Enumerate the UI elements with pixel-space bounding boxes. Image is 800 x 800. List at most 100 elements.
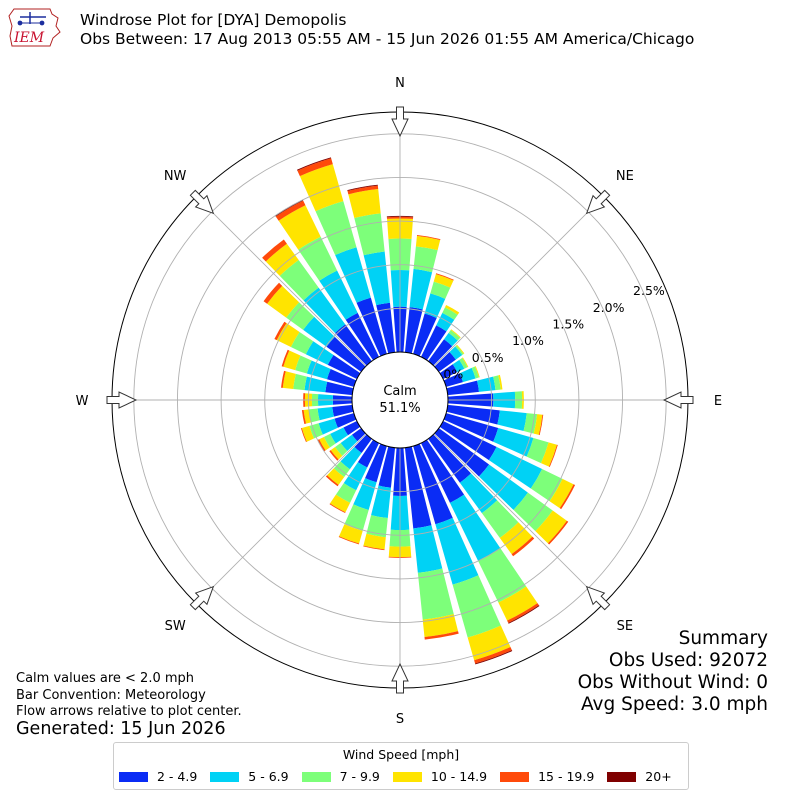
bar-70-2-4-9 (443, 373, 463, 387)
legend-label: 15 - 19.9 (538, 769, 595, 784)
bar-60-10-14-9 (462, 357, 469, 368)
bar-110-5-6-9 (493, 427, 534, 457)
calm-value: 51.1% (379, 401, 420, 416)
bar-40-5-6-9 (444, 332, 458, 347)
bar-80-10-14-9 (498, 374, 503, 390)
summary-avg-speed: Avg Speed: 3.0 mph (580, 694, 768, 715)
bar-330-5-6-9 (319, 270, 358, 320)
bar-260-15-19-9 (301, 409, 307, 425)
bar-10-2-4-9 (404, 307, 423, 354)
summary-obs-without-wind: Obs Without Wind: 0 (577, 672, 768, 693)
bar-170-15-19-9 (424, 631, 459, 640)
bar-120-10-14-9 (549, 478, 574, 509)
bar-320-2-4-9 (335, 324, 372, 366)
bar-10-7-9-9 (413, 246, 438, 273)
bar-200-7-9-9 (344, 504, 369, 531)
bar-10-5-6-9 (409, 268, 433, 310)
bar-50-5-6-9 (449, 346, 463, 360)
title-line-2: Obs Between: 17 Aug 2013 05:55 AM - 15 J… (80, 30, 695, 48)
legend-swatch (301, 771, 331, 782)
bar-220-5-6-9 (340, 447, 362, 470)
bar-230-15-19-9 (329, 450, 339, 461)
bar-170-7-9-9 (417, 568, 454, 620)
bar-290-10-14-9 (283, 350, 301, 371)
bar-300-2-4-9 (327, 354, 361, 380)
bar-150-7-9-9 (478, 548, 527, 603)
bar-160-5-6-9 (435, 517, 479, 585)
bar-130-7-9-9 (513, 492, 553, 532)
bar-160-20- (475, 650, 513, 665)
bar-220-7-9-9 (333, 461, 350, 478)
compass-label-e: E (714, 394, 722, 409)
compass-label-nw: NW (164, 169, 187, 184)
bar-300-10-14-9 (276, 323, 300, 348)
legend-label: 2 - 4.9 (157, 769, 198, 784)
legend-item-5: 20+ (607, 769, 672, 784)
bar-190-5-6-9 (371, 485, 391, 519)
legend-item-2: 7 - 9.9 (301, 769, 380, 784)
bar-260-7-9-9 (308, 408, 320, 423)
bar-40-2-4-9 (428, 339, 453, 366)
bar-110-15-19-9 (548, 444, 558, 467)
compass-label-ne: NE (616, 169, 634, 184)
legend-item-4: 15 - 19.9 (500, 769, 594, 784)
bar-210-7-9-9 (335, 483, 357, 503)
bar-340-15-19-9 (297, 158, 333, 177)
bar-280-5-6-9 (304, 376, 328, 393)
bar-110-10-14-9 (541, 442, 557, 467)
compass-label-w: W (76, 394, 89, 409)
bar-190-2-4-9 (378, 446, 396, 488)
bar-240-2-4-9 (343, 420, 361, 436)
bar-330-7-9-9 (298, 236, 338, 281)
bar-160-15-19-9 (474, 646, 512, 664)
bar-320-10-14-9 (265, 243, 299, 276)
bar-100-2-4-9 (446, 404, 500, 425)
bar-10-15-19-9 (416, 235, 441, 241)
bar-50-2-4-9 (434, 352, 456, 372)
bar-330-15-19-9 (275, 200, 306, 221)
bar-260-5-6-9 (317, 406, 334, 421)
bar-310-2-4-9 (326, 336, 366, 372)
bar-150-15-19-9 (507, 603, 539, 623)
bar-30-10-14-9 (444, 305, 460, 315)
bar-230-10-14-9 (330, 447, 343, 460)
bar-210-5-6-9 (343, 462, 368, 491)
bar-250-15-19-9 (300, 427, 307, 443)
bar-300-5-6-9 (305, 341, 334, 365)
compass-arrows (106, 106, 694, 694)
bar-250-2-4-9 (334, 413, 357, 428)
bar-310-7-9-9 (286, 302, 315, 330)
bar-260-2-4-9 (332, 404, 354, 417)
flow-arrow-225 (189, 585, 215, 611)
legend-label: 10 - 14.9 (430, 769, 488, 784)
bar-190-15-19-9 (363, 545, 385, 551)
bar-340-5-6-9 (335, 247, 371, 303)
legend-item-0: 2 - 4.9 (119, 769, 197, 784)
bar-210-10-14-9 (330, 494, 351, 513)
bar-310-5-6-9 (303, 316, 335, 347)
bar-340-10-14-9 (299, 164, 344, 212)
bar-160-7-9-9 (452, 575, 501, 638)
bar-30-2-4-9 (420, 325, 447, 361)
flow-arrow-45 (585, 189, 611, 215)
bar-220-2-4-9 (354, 434, 372, 454)
bar-190-7-9-9 (366, 515, 388, 538)
bar-100-5-6-9 (497, 410, 527, 432)
bar-150-10-14-9 (498, 586, 538, 621)
bar-80-2-4-9 (446, 380, 479, 396)
radial-tick-5: 2.5% (633, 283, 665, 298)
bar-170-2-4-9 (404, 446, 432, 529)
bar-230-7-9-9 (334, 442, 348, 456)
bar-170-5-6-9 (413, 525, 443, 573)
bar-140-2-4-9 (428, 434, 472, 483)
radial-tick-3: 1.5% (552, 317, 584, 332)
bar-280-7-9-9 (293, 373, 307, 391)
bar-290-5-6-9 (306, 360, 331, 380)
legend-swatch (392, 771, 422, 782)
bar-300-7-9-9 (290, 331, 314, 355)
windrose-bars (262, 157, 576, 665)
bar-290-15-19-9 (281, 349, 290, 367)
bar-110-7-9-9 (526, 438, 549, 464)
bar-320-15-19-9 (262, 239, 287, 262)
